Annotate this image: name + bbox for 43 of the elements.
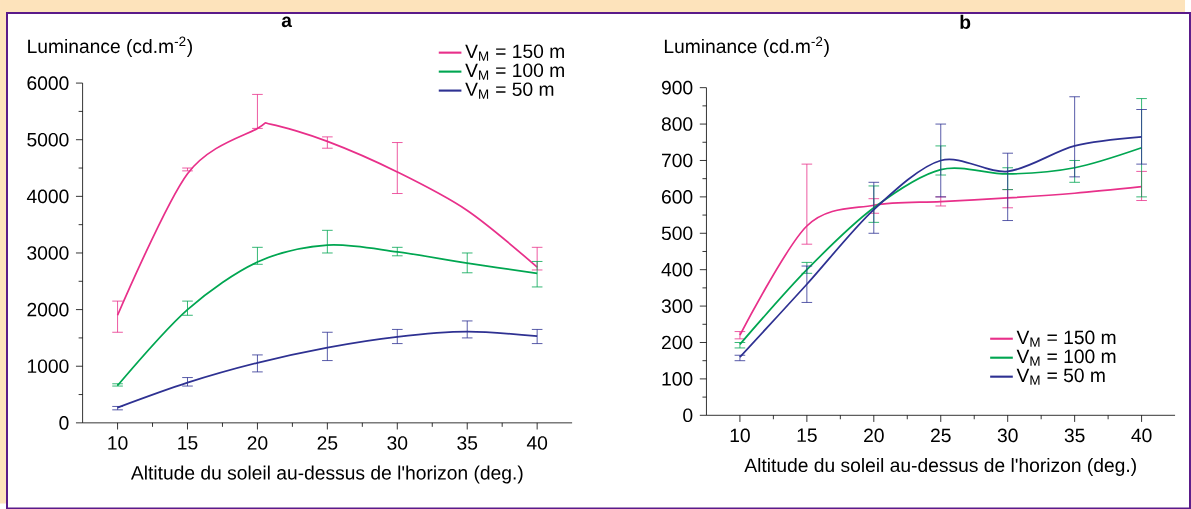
y-tick-label: 800 bbox=[661, 117, 693, 131]
y-tick-label: 600 bbox=[662, 189, 693, 204]
legend-label: V$_{M}$ = 100 m bbox=[465, 63, 564, 80]
y-axis-title: Luminance (cd.m$^{-2}$) bbox=[664, 36, 829, 57]
legend-label: V$_{M}$ = 50 m bbox=[1016, 368, 1105, 385]
x-tick-label: 35 bbox=[1064, 428, 1085, 443]
x-tick-label: 40 bbox=[1131, 428, 1152, 443]
x-tick-label: 40 bbox=[526, 435, 548, 450]
chart-title: a bbox=[281, 16, 293, 27]
y-axis-title: Luminance (cd.m$^{-2}$) bbox=[28, 36, 192, 57]
y-tick-label: 200 bbox=[662, 335, 693, 350]
y-tick-label: 500 bbox=[661, 226, 693, 240]
y-tick-label: 4000 bbox=[26, 189, 69, 203]
x-tick-label: 10 bbox=[108, 435, 128, 450]
y-tick-label: 300 bbox=[661, 299, 693, 313]
x-axis-title: Altitude du soleil au-dessus de l'horizon (deg.) bbox=[744, 457, 1136, 476]
x-tick-label: 35 bbox=[457, 435, 478, 450]
y-tick-label: 400 bbox=[661, 262, 693, 277]
x-tick-label: 10 bbox=[730, 428, 750, 443]
y-tick-label: 2000 bbox=[27, 302, 69, 317]
y-tick-label: 900 bbox=[661, 80, 693, 95]
legend-label: V$_{M}$ = 50 m bbox=[465, 82, 554, 99]
legend-label: V$_{M}$ = 150 m bbox=[1016, 330, 1116, 347]
y-tick-label: 0 bbox=[683, 408, 693, 422]
x-tick-label: 25 bbox=[931, 428, 951, 443]
x-axis-title: Altitude du soleil au-dessus de l'horizon (deg.) bbox=[130, 465, 523, 484]
x-tick-label: 30 bbox=[997, 428, 1018, 443]
legend-label: V$_{M}$ = 150 m bbox=[465, 44, 564, 61]
x-tick-label: 15 bbox=[178, 435, 198, 450]
y-tick-label: 100 bbox=[662, 371, 693, 386]
y-tick-label: 6000 bbox=[27, 76, 69, 90]
x-tick-label: 20 bbox=[247, 435, 268, 450]
y-tick-label: 1000 bbox=[27, 359, 69, 373]
x-tick-label: 20 bbox=[864, 428, 884, 443]
x-tick-label: 15 bbox=[797, 428, 817, 442]
y-tick-label: 3000 bbox=[27, 245, 69, 260]
x-tick-label: 25 bbox=[317, 435, 338, 450]
y-tick-label: 700 bbox=[662, 153, 693, 168]
chart-title: b bbox=[960, 14, 971, 29]
y-tick-label: 5000 bbox=[27, 132, 69, 147]
y-tick-label: 0 bbox=[59, 415, 69, 430]
legend-label: V$_{M}$ = 100 m bbox=[1016, 349, 1116, 366]
x-tick-label: 30 bbox=[387, 435, 408, 450]
